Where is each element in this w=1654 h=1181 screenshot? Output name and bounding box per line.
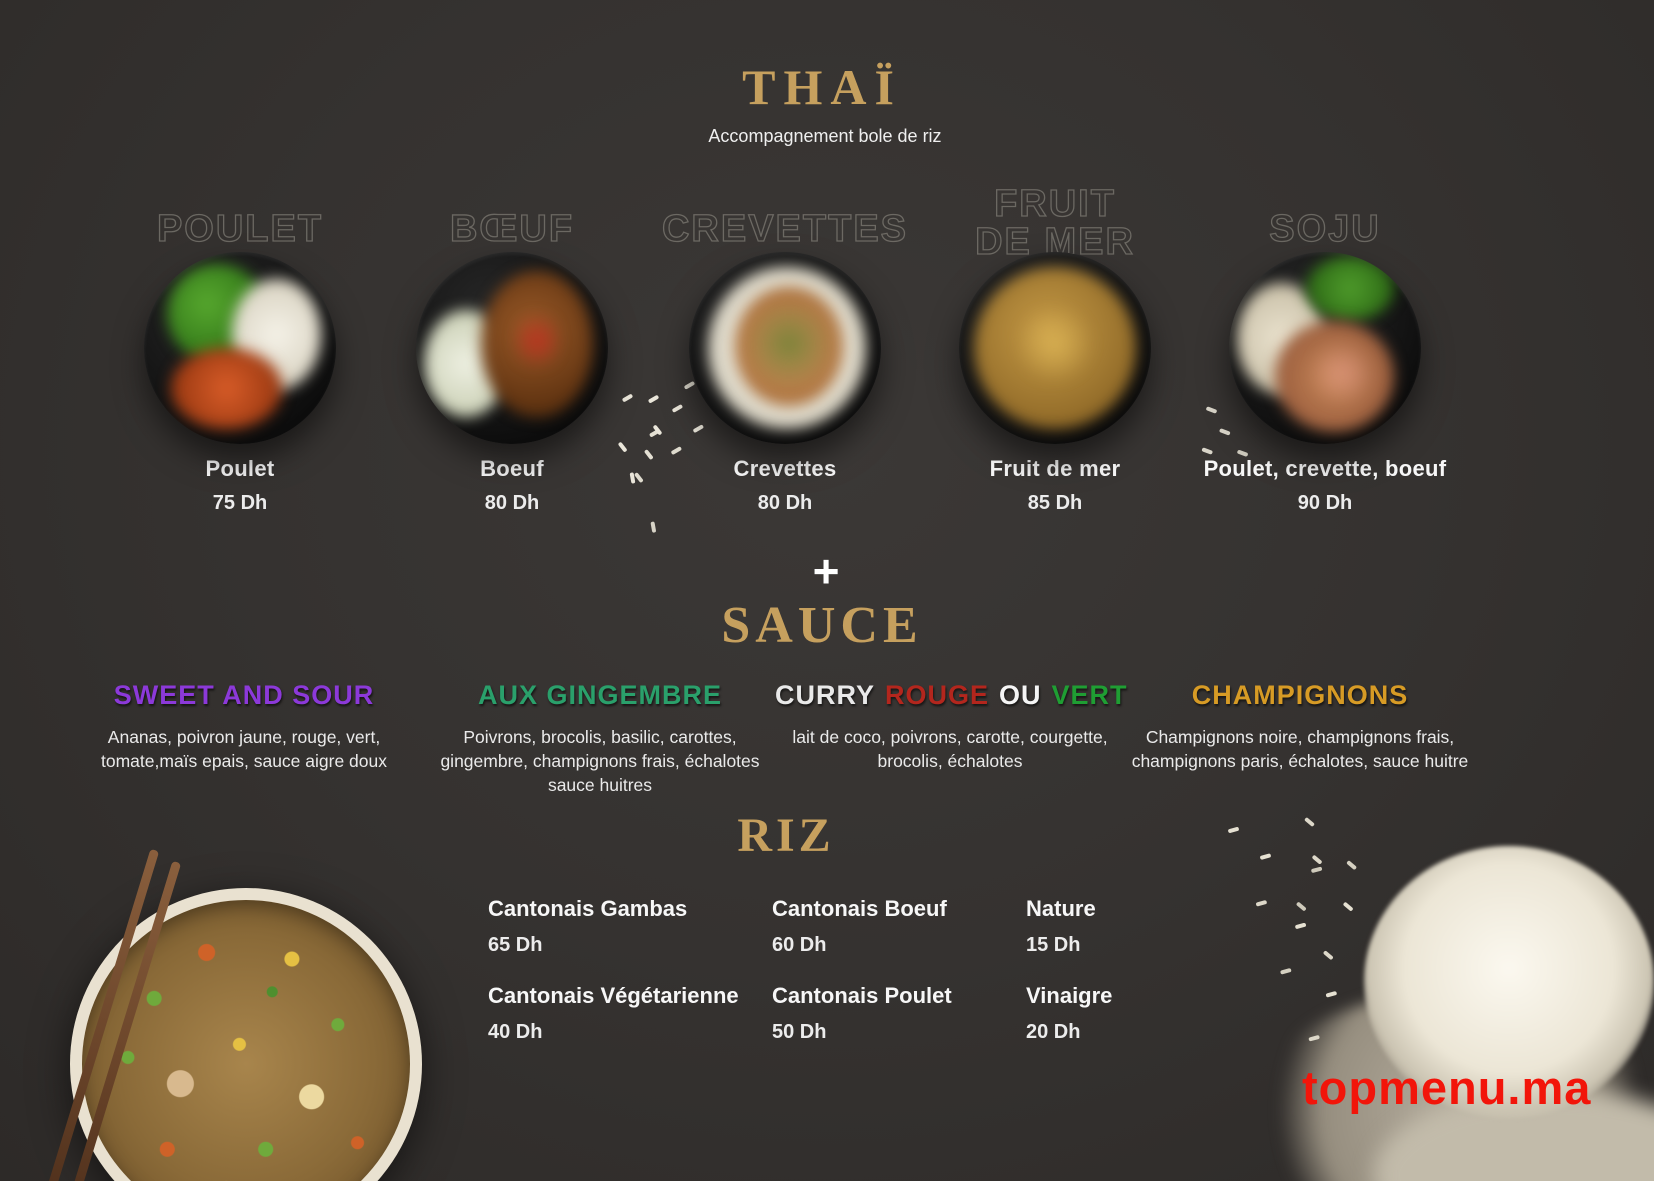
riz-item-cantonais-gambas: Cantonais Gambas 65 Dh	[488, 896, 772, 957]
dish-price: 80 Dh	[757, 492, 813, 514]
sauce-champignons: CHAMPIGNONS Champignons noire, champigno…	[1120, 680, 1480, 773]
sauce-name: CURRY ROUGE OU VERT	[770, 680, 1130, 711]
riz-item-name: Cantonais Poulet	[772, 983, 952, 1008]
sauce-name-part: OU	[999, 680, 1042, 710]
sauce-name: CHAMPIGNONS	[1191, 680, 1409, 710]
sauce-name-part: CURRY	[775, 680, 876, 710]
ghost-label-boeuf: BŒUF	[449, 207, 575, 250]
dish-name: Poulet, crevette, boeuf	[1203, 456, 1447, 481]
riz-item-name: Nature	[1026, 896, 1096, 921]
egg-blob	[1016, 305, 1094, 383]
riz-item-name: Cantonais Boeuf	[772, 896, 947, 921]
riz-item-price: 65 Dh	[488, 934, 543, 956]
ghost-label-crevettes: CREVETTES	[661, 207, 909, 250]
sauce-description: Champignons noire, champignons frais, ch…	[1131, 727, 1469, 772]
plus-sign: +	[812, 545, 840, 597]
rice-grains	[1304, 816, 1315, 828]
dish-photo-fruit-de-mer	[959, 252, 1151, 444]
rice-grains	[1227, 826, 1240, 834]
sauce-description: lait de coco, poivrons, carotte, courget…	[792, 727, 1108, 772]
fried-rice-food	[82, 900, 410, 1181]
riz-item-name: Vinaigre	[1026, 983, 1113, 1008]
ghost-label-poulet: POULET	[156, 207, 324, 250]
watermark: topmenu.ma	[1302, 1061, 1592, 1114]
white-rice-photo	[1214, 800, 1654, 1181]
riz-item-price: 15 Dh	[1026, 934, 1081, 956]
page-subtitle: Accompagnement bole de riz	[708, 126, 942, 146]
riz-item-price: 60 Dh	[772, 934, 827, 956]
dish-name: Crevettes	[733, 456, 837, 481]
sauce-name: SWEET AND SOUR	[113, 680, 375, 710]
dish-photo-crevettes	[689, 252, 881, 444]
dish-name: Poulet	[205, 456, 275, 481]
sauce-heading: SAUCE	[721, 597, 923, 654]
rice-mound	[1364, 846, 1654, 1118]
dish-photo-boeuf	[416, 252, 608, 444]
pepper-blob	[515, 305, 559, 375]
dish-photo-mixte	[1229, 252, 1421, 444]
dish-price: 90 Dh	[1297, 492, 1353, 514]
dish-price: 80 Dh	[484, 492, 540, 514]
rice-grains	[1205, 406, 1218, 414]
riz-grid: Cantonais Gambas 65 Dh Cantonais Boeuf 6…	[488, 896, 1216, 1044]
sauce-name-part: ROUGE	[885, 680, 990, 710]
riz-item-cantonais-poulet: Cantonais Poulet 50 Dh	[772, 983, 1026, 1044]
sauce-name: AUX GINGEMBRE	[477, 680, 723, 710]
dish-name: Fruit de mer	[989, 456, 1121, 481]
riz-item-price: 50 Dh	[772, 1021, 827, 1043]
riz-item-price: 40 Dh	[488, 1021, 543, 1043]
ghost-label-fruit-de-mer: FRUIT DE MER	[974, 183, 1135, 263]
dish-photo-poulet	[144, 252, 336, 444]
riz-item-name: Cantonais Gambas	[488, 896, 688, 921]
broccoli-blob	[1305, 255, 1395, 322]
dish-price: 75 Dh	[212, 492, 268, 514]
dish-price: 85 Dh	[1027, 492, 1083, 514]
rice-grains	[652, 424, 663, 436]
sauce-description: Ananas, poivron jaune, rouge, vert, toma…	[101, 727, 387, 772]
shrimp-blob	[1309, 340, 1375, 406]
riz-item-name: Cantonais Végétarienne	[488, 983, 739, 1008]
sauce-aux-gingembre: AUX GINGEMBRE Poivrons, brocolis, basili…	[420, 680, 780, 797]
riz-heading: RIZ	[737, 809, 835, 862]
chicken-blob	[170, 348, 283, 429]
rice-grains	[621, 393, 634, 403]
herbs-blob	[746, 298, 832, 391]
page-title: THAÏ	[742, 59, 902, 115]
sauce-sweet-and-sour: SWEET AND SOUR Ananas, poivron jaune, ro…	[64, 680, 424, 773]
sauce-description: Poivrons, brocolis, basilic, carottes, g…	[440, 727, 760, 796]
riz-item-cantonais-vegetarienne: Cantonais Végétarienne 40 Dh	[488, 983, 772, 1044]
sauce-name-part: VERT	[1051, 680, 1128, 710]
riz-item-nature: Nature 15 Dh	[1026, 896, 1216, 957]
ghost-label-soju: SOJU	[1269, 207, 1381, 250]
riz-item-cantonais-boeuf: Cantonais Boeuf 60 Dh	[772, 896, 1026, 957]
dish-name: Boeuf	[480, 456, 544, 481]
riz-item-price: 20 Dh	[1026, 1021, 1081, 1043]
riz-item-vinaigre: Vinaigre 20 Dh	[1026, 983, 1216, 1044]
sauce-curry-rouge-ou-vert: CURRY ROUGE OU VERT lait de coco, poivrons,…	[770, 680, 1130, 773]
